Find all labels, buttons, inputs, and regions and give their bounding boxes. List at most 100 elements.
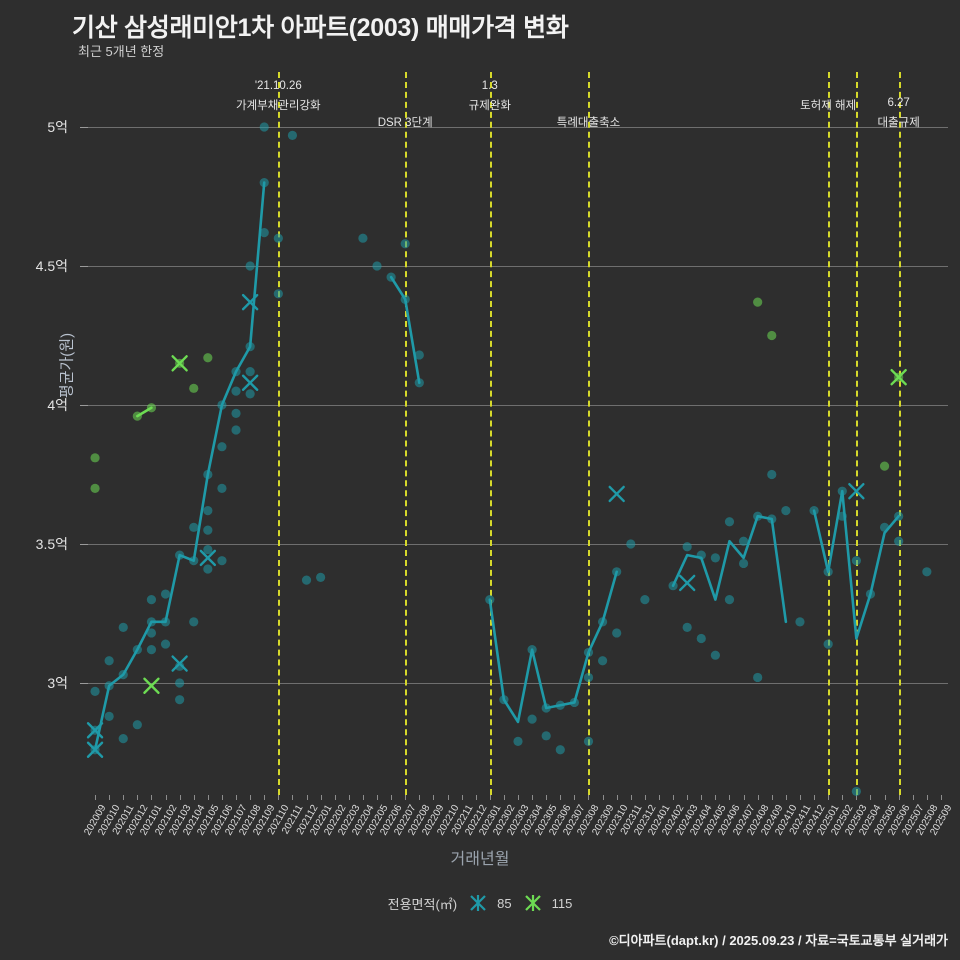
scatter-point-85 bbox=[90, 725, 100, 735]
scatter-point-115 bbox=[175, 358, 185, 368]
scatter-point-85 bbox=[767, 469, 777, 480]
trend-line-85 bbox=[93, 181, 266, 752]
x-tick-mark bbox=[278, 795, 280, 800]
x-tick-mark bbox=[729, 795, 731, 800]
scatter-point-85 bbox=[132, 720, 142, 730]
x-tick-mark bbox=[377, 795, 379, 800]
x-tick-mark bbox=[391, 795, 393, 800]
scatter-point-115 bbox=[90, 453, 100, 463]
scatter-point-85 bbox=[781, 506, 791, 516]
x-tick-mark bbox=[644, 795, 646, 800]
y-tick-label: 4억 bbox=[47, 397, 68, 413]
scatter-point-85 bbox=[696, 633, 706, 644]
y-tick-label: 4.5억 bbox=[35, 258, 68, 274]
scatter-point-85 bbox=[414, 378, 424, 388]
x-tick-mark bbox=[95, 795, 97, 800]
scatter-point-85 bbox=[203, 564, 213, 574]
scatter-point-85 bbox=[203, 525, 213, 535]
x-tick-mark bbox=[179, 795, 181, 800]
scatter-point-85 bbox=[189, 556, 199, 566]
scatter-point-85 bbox=[541, 703, 551, 713]
scatter-point-85 bbox=[160, 617, 171, 627]
x-tick-mark bbox=[884, 795, 886, 800]
scatter-point-85 bbox=[597, 656, 608, 666]
x-tick-mark bbox=[546, 795, 548, 800]
x-tick-mark bbox=[306, 795, 308, 800]
legend-marker-85-icon bbox=[470, 895, 486, 911]
footer-credit: ©디아파트(dapt.kr) / 2025.09.23 / 자료=국토교통부 실… bbox=[609, 933, 948, 948]
line-marker-85 bbox=[199, 549, 217, 567]
trend-line-85 bbox=[671, 514, 788, 624]
event-line-land-permit-lifted-2 bbox=[856, 72, 859, 795]
scatter-point-85 bbox=[527, 645, 537, 655]
x-tick-mark bbox=[560, 795, 562, 800]
scatter-point-85 bbox=[203, 544, 213, 555]
x-tick-mark bbox=[264, 795, 266, 800]
scatter-point-85 bbox=[203, 506, 213, 516]
x-tick-mark bbox=[842, 795, 844, 800]
x-tick-mark bbox=[320, 795, 322, 800]
scatter-point-85 bbox=[231, 425, 241, 435]
line-marker-85 bbox=[86, 741, 104, 758]
scatter-point-85 bbox=[710, 553, 720, 563]
line-marker-85 bbox=[241, 374, 259, 391]
line-marker-115 bbox=[171, 355, 188, 372]
legend-item-85[interactable]: 85 bbox=[468, 893, 512, 913]
page-subtitle: 최근 5개년 한정 bbox=[78, 44, 165, 59]
scatter-point-85 bbox=[922, 567, 932, 577]
scatter-point-85 bbox=[160, 639, 171, 649]
scatter-point-85 bbox=[414, 350, 424, 360]
line-marker-115 bbox=[143, 677, 160, 694]
scatter-point-85 bbox=[146, 595, 157, 605]
line-marker-85 bbox=[171, 655, 188, 672]
line-marker-85 bbox=[608, 485, 625, 503]
event-line-land-permit-lifted bbox=[828, 72, 831, 795]
scatter-point-85 bbox=[245, 389, 255, 399]
scatter-point-85 bbox=[612, 628, 622, 638]
scatter-point-85 bbox=[569, 697, 579, 708]
scatter-point-85 bbox=[118, 622, 128, 633]
x-tick-mark bbox=[461, 795, 463, 800]
scatter-point-85 bbox=[146, 645, 157, 655]
scatter-point-85 bbox=[287, 130, 298, 140]
x-tick-mark bbox=[828, 795, 830, 800]
scatter-point-85 bbox=[160, 589, 171, 599]
x-tick-mark bbox=[630, 795, 632, 800]
scatter-point-85 bbox=[175, 661, 185, 671]
event-line-household-debt bbox=[278, 72, 281, 795]
y-tick-mark bbox=[80, 266, 88, 267]
x-tick-mark bbox=[673, 795, 675, 800]
x-tick-mark bbox=[574, 795, 576, 800]
page-title: 기산 삼성래미안1차 아파트(2003) 매매가격 변화 bbox=[72, 14, 569, 42]
x-tick-mark bbox=[292, 795, 294, 800]
trend-line-85 bbox=[488, 570, 618, 724]
scatter-point-85 bbox=[527, 714, 537, 724]
scatter-point-85 bbox=[118, 670, 128, 680]
x-tick-mark bbox=[207, 795, 209, 800]
x-tick-mark bbox=[898, 795, 900, 800]
x-tick-mark bbox=[785, 795, 787, 800]
x-tick-mark bbox=[503, 795, 505, 800]
x-tick-mark bbox=[616, 795, 618, 800]
scatter-point-85 bbox=[513, 736, 523, 746]
scatter-point-85 bbox=[837, 511, 847, 521]
annotation-loan-regulation-627: 대출규제 bbox=[877, 117, 920, 129]
scatter-point-85 bbox=[499, 695, 509, 705]
x-tick-mark bbox=[658, 795, 660, 800]
y-tick-mark bbox=[80, 127, 88, 128]
scatter-point-85 bbox=[189, 617, 199, 627]
annotation-loan-regulation-627: 6.27 bbox=[887, 97, 910, 109]
scatter-point-85 bbox=[203, 469, 213, 480]
x-tick-mark bbox=[912, 795, 914, 800]
x-tick-mark bbox=[799, 795, 801, 800]
scatter-point-85 bbox=[259, 228, 269, 238]
annotation-deregulation: 1.3 bbox=[481, 80, 498, 92]
scatter-point-85 bbox=[738, 558, 749, 569]
scatter-point-85 bbox=[724, 517, 735, 527]
legend-item-115[interactable]: 115 bbox=[523, 893, 572, 913]
x-tick-mark bbox=[405, 795, 407, 800]
scatter-point-85 bbox=[358, 233, 368, 243]
x-tick-mark bbox=[193, 795, 195, 800]
legend-title: 전용면적(㎡) bbox=[387, 896, 458, 912]
x-tick-mark bbox=[757, 795, 759, 800]
